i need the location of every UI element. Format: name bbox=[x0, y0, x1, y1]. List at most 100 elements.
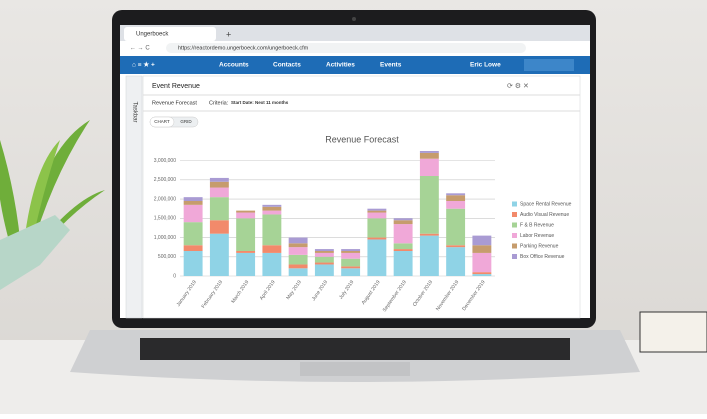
criteria-value: Start Date: Next 11 months bbox=[231, 100, 289, 105]
bar-segment bbox=[341, 258, 361, 267]
y-tick-label: 1,500,000 bbox=[154, 216, 176, 222]
home-icon[interactable]: ⌂ ≡ ★ + bbox=[132, 61, 155, 69]
browser-tab[interactable] bbox=[124, 27, 216, 41]
bar-segment bbox=[341, 251, 361, 253]
bar-segment bbox=[393, 251, 413, 276]
new-tab[interactable]: + bbox=[226, 29, 231, 39]
legend-label: Labor Revenue bbox=[520, 233, 554, 239]
legend-label: Space Rental Revenue bbox=[520, 201, 572, 207]
bar-segment bbox=[288, 264, 308, 269]
bar-segment bbox=[341, 249, 361, 251]
nav-item[interactable]: Accounts bbox=[219, 62, 249, 69]
sidebar bbox=[125, 75, 143, 319]
bar-segment bbox=[472, 235, 492, 246]
bar-segment bbox=[262, 206, 282, 211]
bar-segment bbox=[314, 249, 334, 251]
bar-segment bbox=[367, 212, 387, 219]
legend-swatch bbox=[512, 212, 517, 217]
keyboard bbox=[140, 338, 570, 360]
url: https://reactordemo.ungerboeck.com/unger… bbox=[178, 45, 309, 51]
tab-label[interactable]: CHART bbox=[154, 119, 170, 124]
bar-segment bbox=[446, 247, 466, 276]
legend-swatch bbox=[512, 233, 517, 238]
bar-segment bbox=[314, 264, 334, 276]
bar-segment bbox=[341, 252, 361, 259]
bar-segment bbox=[236, 252, 256, 276]
bar-segment bbox=[314, 262, 334, 265]
bar-segment bbox=[209, 197, 229, 221]
y-tick-label: 2,500,000 bbox=[154, 177, 176, 183]
notebook bbox=[639, 311, 707, 353]
chart-tab[interactable] bbox=[149, 116, 175, 128]
watering-can bbox=[0, 215, 70, 290]
y-tick-label: 1,000,000 bbox=[154, 235, 176, 241]
bar-segment bbox=[446, 195, 466, 201]
report-name: Revenue Forecast bbox=[152, 100, 197, 106]
chart-title: Revenue Forecast bbox=[325, 134, 399, 144]
bar-segment bbox=[341, 268, 361, 276]
bar-segment bbox=[367, 237, 387, 240]
bar-segment bbox=[236, 218, 256, 251]
nav-item[interactable]: Contacts bbox=[273, 62, 301, 69]
bar-segment bbox=[341, 266, 361, 269]
bar-segment bbox=[262, 214, 282, 246]
bar-segment bbox=[314, 256, 334, 263]
tab-label[interactable]: GRID bbox=[180, 119, 192, 124]
bar-segment bbox=[393, 249, 413, 251]
legend-label: Box Office Revenue bbox=[520, 254, 565, 260]
bar-segment bbox=[183, 201, 203, 205]
y-tick-label: 500,000 bbox=[158, 254, 176, 260]
legend-swatch bbox=[512, 254, 517, 259]
legend-swatch bbox=[512, 243, 517, 249]
bar-segment bbox=[367, 210, 387, 213]
nav-item[interactable]: Events bbox=[380, 62, 402, 69]
bar-segment bbox=[472, 274, 492, 276]
bar-segment bbox=[367, 218, 387, 238]
bar-segment bbox=[393, 224, 413, 244]
bar-segment bbox=[393, 220, 413, 225]
nav-bar bbox=[120, 56, 590, 74]
sidebar-label[interactable]: Taskbar bbox=[131, 101, 137, 122]
y-tick-label: 0 bbox=[173, 273, 176, 279]
bar-segment bbox=[314, 252, 334, 257]
bar-segment bbox=[183, 204, 203, 223]
panel-tools[interactable]: ⟳ ⚙ ✕ bbox=[507, 82, 529, 90]
bar-segment bbox=[262, 204, 282, 207]
tab-strip bbox=[120, 25, 590, 41]
y-tick-label: 3,000,000 bbox=[154, 158, 176, 164]
y-tick-label: 2,000,000 bbox=[154, 196, 176, 202]
nav-buttons[interactable]: ← → C bbox=[130, 46, 150, 52]
bar-segment bbox=[262, 245, 282, 253]
bar-segment bbox=[288, 243, 308, 248]
bar-segment bbox=[472, 245, 492, 253]
panel bbox=[142, 75, 581, 319]
bar-segment bbox=[183, 245, 203, 251]
user-menu[interactable]: Eric Lowe bbox=[470, 62, 501, 69]
bar-segment bbox=[446, 208, 466, 246]
camera bbox=[352, 17, 356, 21]
logo bbox=[524, 59, 574, 71]
panel-title: Event Revenue bbox=[152, 83, 200, 90]
legend-label: F & B Revenue bbox=[520, 222, 554, 228]
bar-segment bbox=[288, 268, 308, 276]
bar-segment bbox=[419, 158, 439, 176]
bar-segment bbox=[262, 210, 282, 215]
bar-segment bbox=[288, 237, 308, 244]
bar-segment bbox=[262, 252, 282, 276]
bar-segment bbox=[446, 193, 466, 196]
bar-segment bbox=[367, 208, 387, 211]
bar-segment bbox=[419, 152, 439, 159]
nav-item[interactable]: Activities bbox=[326, 62, 355, 69]
bar-segment bbox=[419, 233, 439, 236]
bar-segment bbox=[472, 252, 492, 273]
bar-segment bbox=[209, 233, 229, 276]
criteria-label: Criteria: bbox=[209, 100, 229, 106]
bar-segment bbox=[419, 176, 439, 234]
url-field[interactable] bbox=[166, 43, 526, 53]
bar-segment bbox=[367, 239, 387, 276]
bar-segment bbox=[183, 251, 203, 276]
bar-segment bbox=[393, 243, 413, 250]
bar-segment bbox=[446, 201, 466, 209]
bar-segment bbox=[236, 212, 256, 219]
